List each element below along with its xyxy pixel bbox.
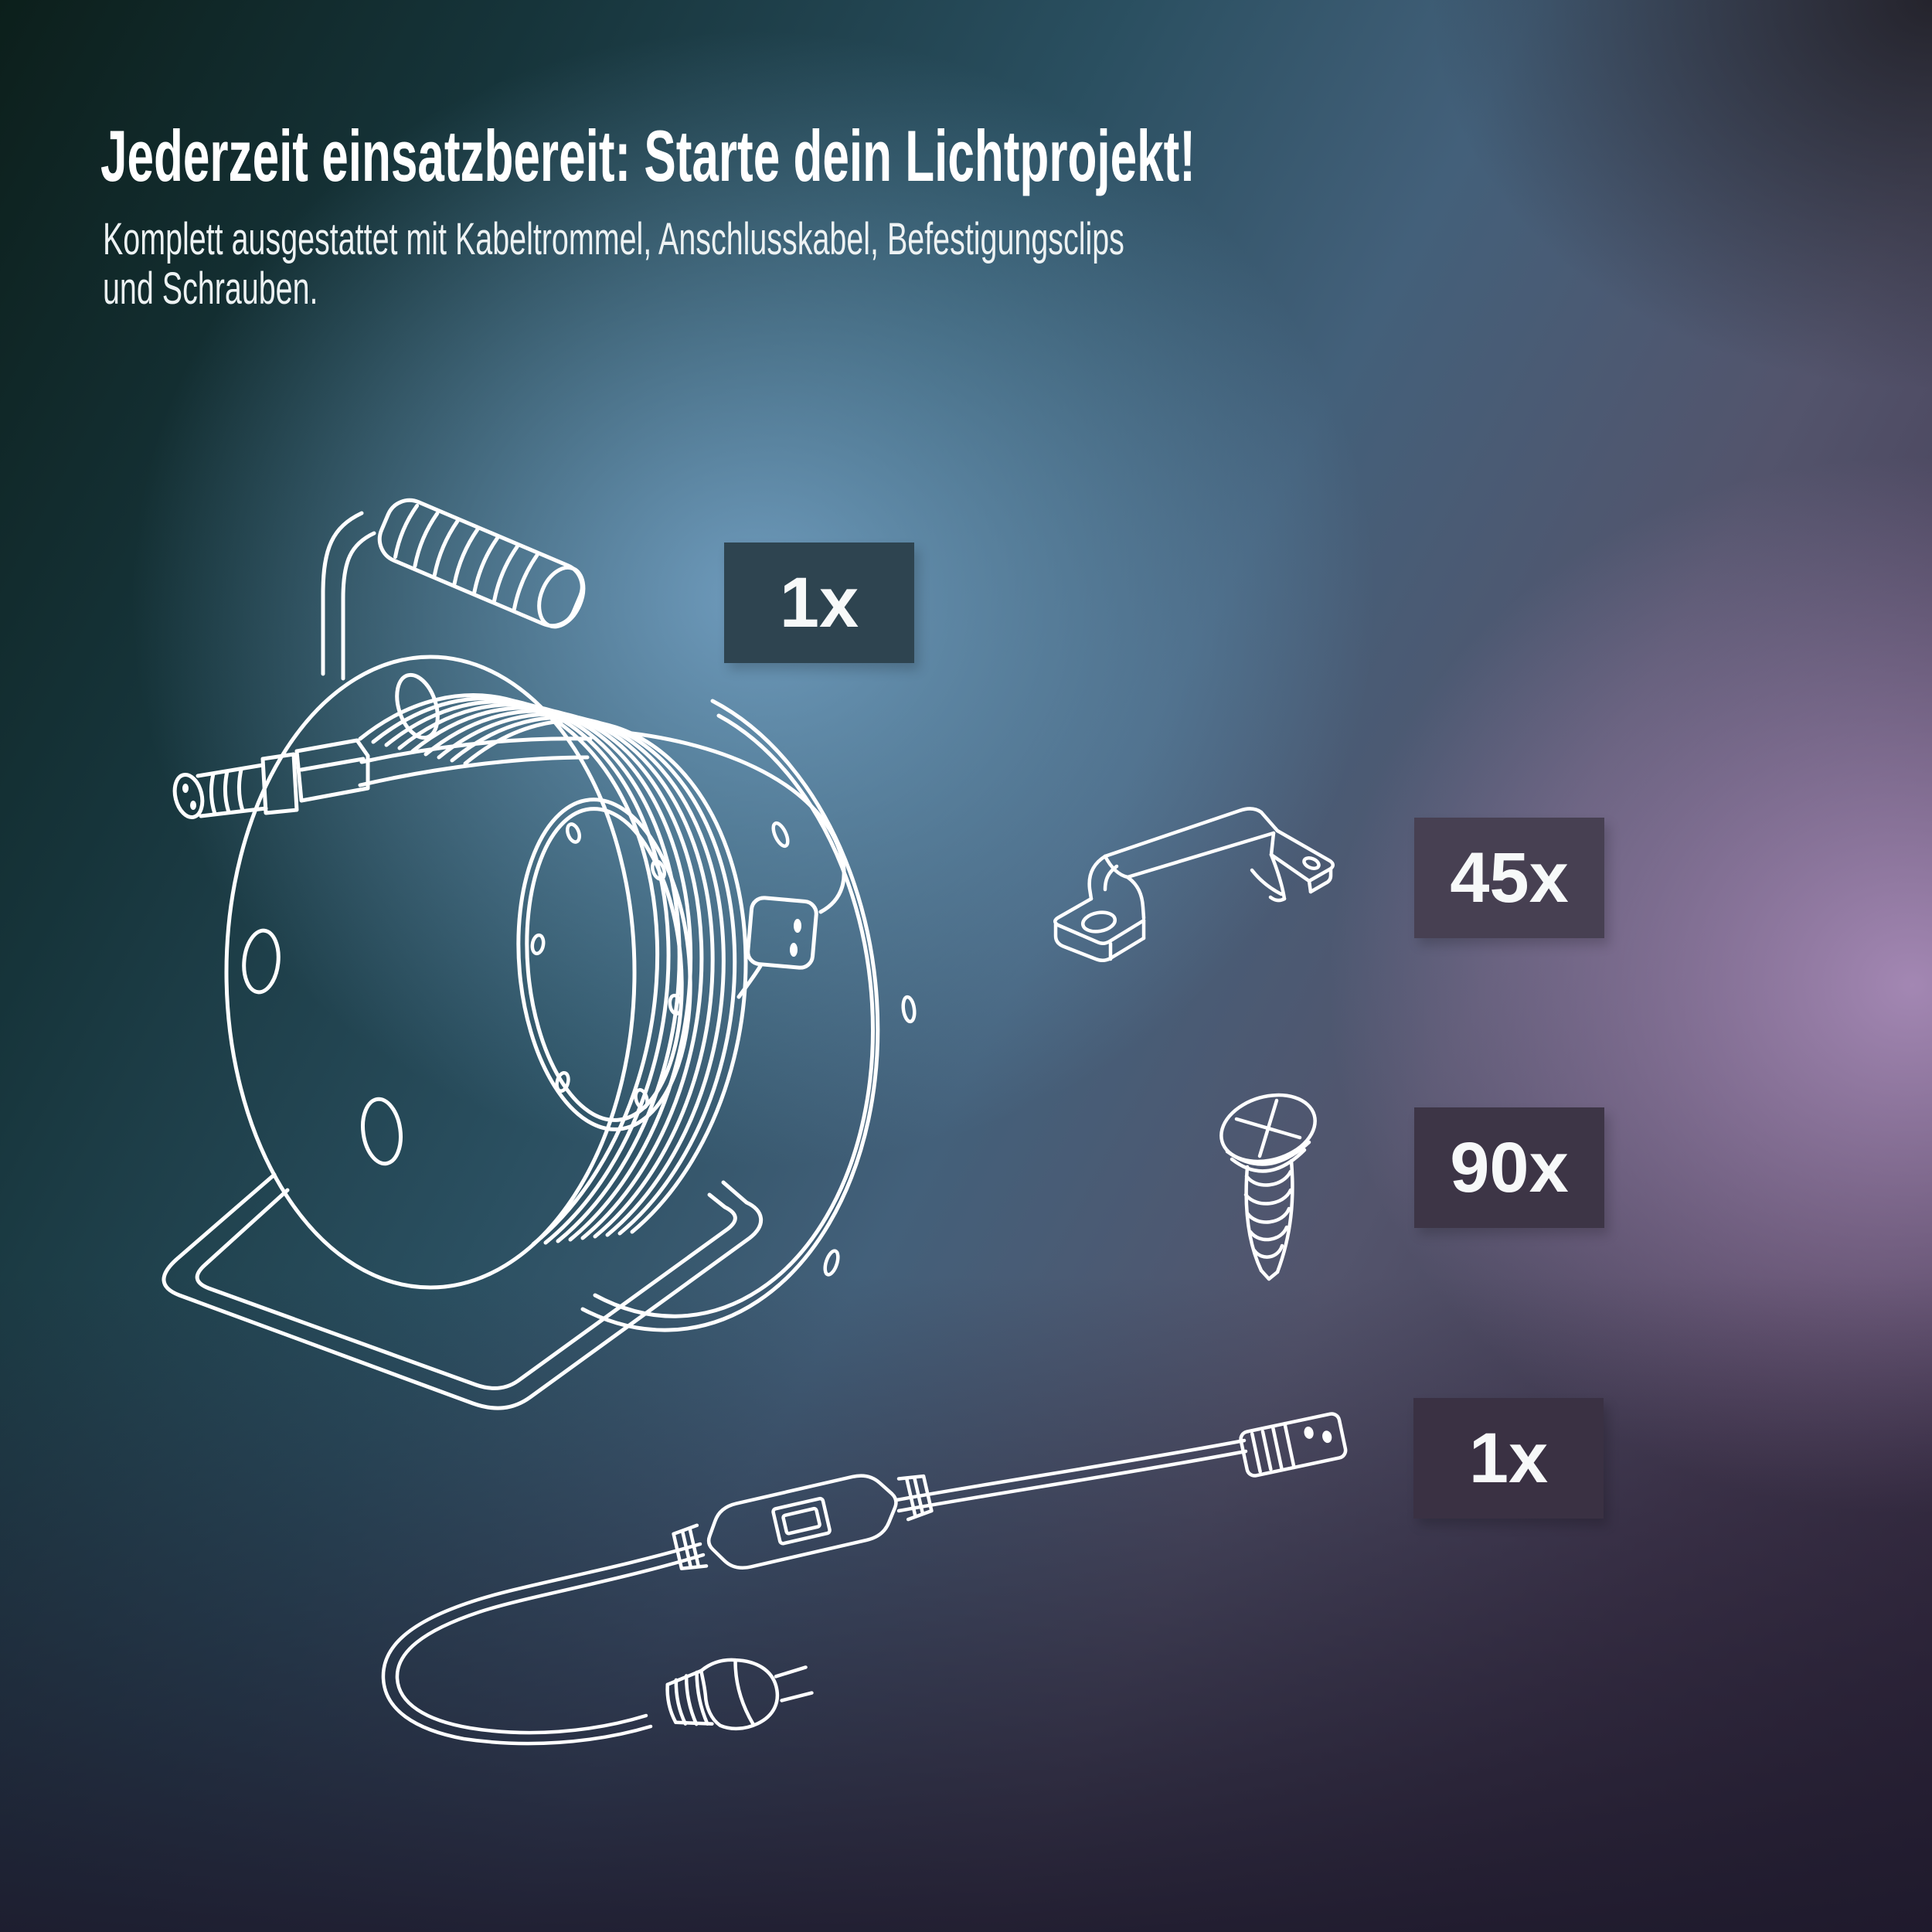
page-subtitle: Komplett ausgestattet mit Kabeltrommel, …: [103, 214, 1124, 314]
cable-euro-plug: [665, 1658, 814, 1731]
page-title: Jederzeit einsatzbereit: Starte dein Lic…: [100, 115, 1196, 196]
reel-handle: [321, 498, 586, 681]
cable-inline-box: [672, 1474, 934, 1570]
cable-end-connector: [1239, 1412, 1348, 1478]
quantity-badge-screws: 90x: [1414, 1107, 1604, 1228]
screw-illustration: [1219, 1093, 1317, 1281]
reel-cable-end-plug: [172, 736, 593, 819]
cable-reel-illustration: [162, 498, 917, 1410]
reel-stand-base: [162, 1172, 764, 1410]
quantity-badge-mounting-clips: 45x: [1414, 818, 1604, 938]
mounting-clip-illustration: [1053, 807, 1335, 962]
reel-coiled-cable: [358, 692, 748, 1247]
quantity-badge-connection-cable: 1x: [1413, 1398, 1604, 1519]
reel-hanging-connector: [608, 729, 846, 999]
quantity-badge-cable-reel: 1x: [724, 543, 914, 663]
connection-cable-illustration: [381, 1412, 1348, 1746]
